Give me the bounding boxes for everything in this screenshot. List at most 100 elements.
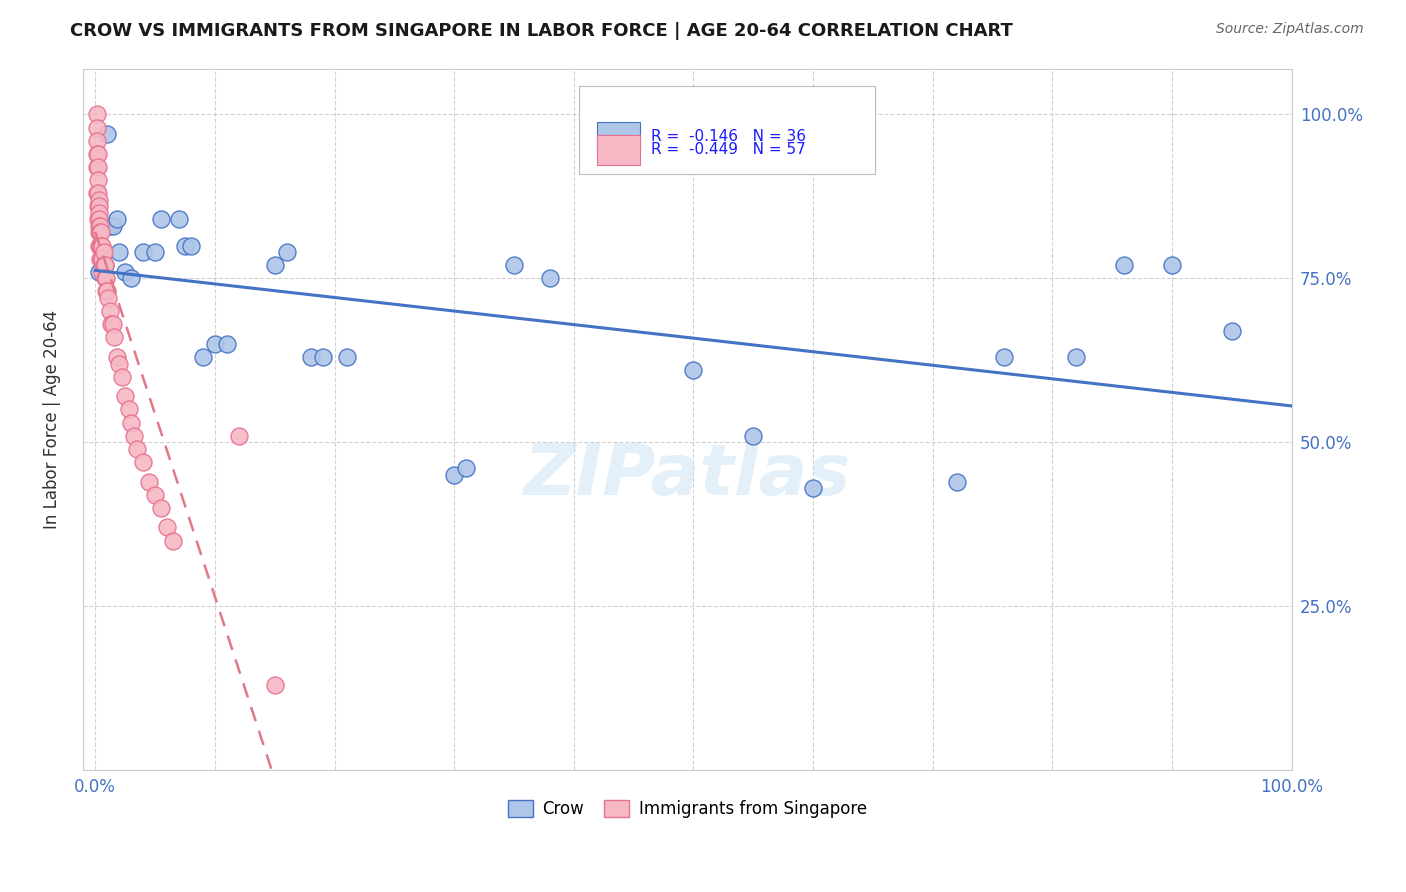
Point <box>87 199 110 213</box>
Point <box>150 500 173 515</box>
Text: CROW VS IMMIGRANTS FROM SINGAPORE IN LABOR FORCE | AGE 20-64 CORRELATION CHART: CROW VS IMMIGRANTS FROM SINGAPORE IN LAB… <box>70 22 1014 40</box>
Point <box>87 193 110 207</box>
Point <box>993 350 1015 364</box>
Point <box>89 219 111 233</box>
Point <box>120 416 142 430</box>
Text: R =  -0.449   N = 57: R = -0.449 N = 57 <box>651 143 806 157</box>
Point <box>103 219 125 233</box>
Y-axis label: In Labor Force | Age 20-64: In Labor Force | Age 20-64 <box>44 310 60 529</box>
Point <box>94 271 117 285</box>
Point <box>87 265 110 279</box>
Point <box>87 226 110 240</box>
Point <box>94 271 117 285</box>
Point <box>87 212 110 227</box>
Point <box>86 199 108 213</box>
Point <box>538 271 561 285</box>
Point <box>191 350 214 364</box>
Point <box>105 350 128 364</box>
Point <box>86 160 108 174</box>
Point <box>86 186 108 200</box>
Point <box>90 252 112 266</box>
Point <box>132 455 155 469</box>
Point <box>132 245 155 260</box>
Point <box>335 350 357 364</box>
Point <box>103 330 125 344</box>
Point <box>89 238 111 252</box>
Point <box>94 258 117 272</box>
Point <box>89 252 111 266</box>
Point <box>86 160 108 174</box>
Point <box>114 265 136 279</box>
Point <box>1161 258 1184 272</box>
Point <box>156 520 179 534</box>
Point <box>86 173 108 187</box>
Point <box>299 350 322 364</box>
Legend: Crow, Immigrants from Singapore: Crow, Immigrants from Singapore <box>501 793 875 825</box>
Point <box>96 285 118 299</box>
Point <box>503 258 526 272</box>
Point <box>120 271 142 285</box>
Point <box>174 238 197 252</box>
Point <box>98 219 121 233</box>
Point <box>86 146 108 161</box>
Point <box>443 467 465 482</box>
FancyBboxPatch shape <box>596 122 640 152</box>
Text: Source: ZipAtlas.com: Source: ZipAtlas.com <box>1216 22 1364 37</box>
Point <box>118 402 141 417</box>
Point <box>93 258 115 272</box>
Point <box>86 212 108 227</box>
Point <box>108 245 131 260</box>
Point <box>114 389 136 403</box>
Point <box>94 258 117 272</box>
Point <box>86 120 108 135</box>
Point <box>801 481 824 495</box>
Point <box>86 107 108 121</box>
Point <box>108 357 131 371</box>
Point <box>90 226 112 240</box>
Point <box>215 337 238 351</box>
Point <box>86 186 108 200</box>
Point <box>456 461 478 475</box>
Point <box>96 127 118 141</box>
Point <box>167 212 190 227</box>
Point <box>138 475 160 489</box>
Point <box>228 428 250 442</box>
Point <box>143 245 166 260</box>
Point <box>180 238 202 252</box>
Point <box>87 238 110 252</box>
Point <box>87 206 110 220</box>
Text: ZIPatlas: ZIPatlas <box>524 441 851 510</box>
Point <box>90 238 112 252</box>
Point <box>150 212 173 227</box>
Point <box>93 245 115 260</box>
Point <box>100 317 122 331</box>
Point <box>1112 258 1135 272</box>
Point <box>91 252 114 266</box>
Text: R =  -0.146   N = 36: R = -0.146 N = 36 <box>651 129 806 145</box>
Point <box>263 678 285 692</box>
Point <box>86 146 108 161</box>
Point <box>97 291 120 305</box>
Point <box>162 533 184 548</box>
Point <box>1064 350 1087 364</box>
Point <box>86 134 108 148</box>
Point <box>276 245 298 260</box>
Point <box>98 304 121 318</box>
Point <box>127 442 149 456</box>
Point <box>103 317 125 331</box>
Point <box>122 428 145 442</box>
Point <box>263 258 285 272</box>
Point <box>682 363 704 377</box>
Point <box>91 265 114 279</box>
Point <box>105 212 128 227</box>
Point <box>94 285 117 299</box>
Point <box>945 475 967 489</box>
Point <box>87 219 110 233</box>
Point <box>89 226 111 240</box>
Point <box>311 350 333 364</box>
Point <box>111 369 134 384</box>
Point <box>204 337 226 351</box>
Point <box>143 488 166 502</box>
Point <box>1220 324 1243 338</box>
Point <box>742 428 765 442</box>
